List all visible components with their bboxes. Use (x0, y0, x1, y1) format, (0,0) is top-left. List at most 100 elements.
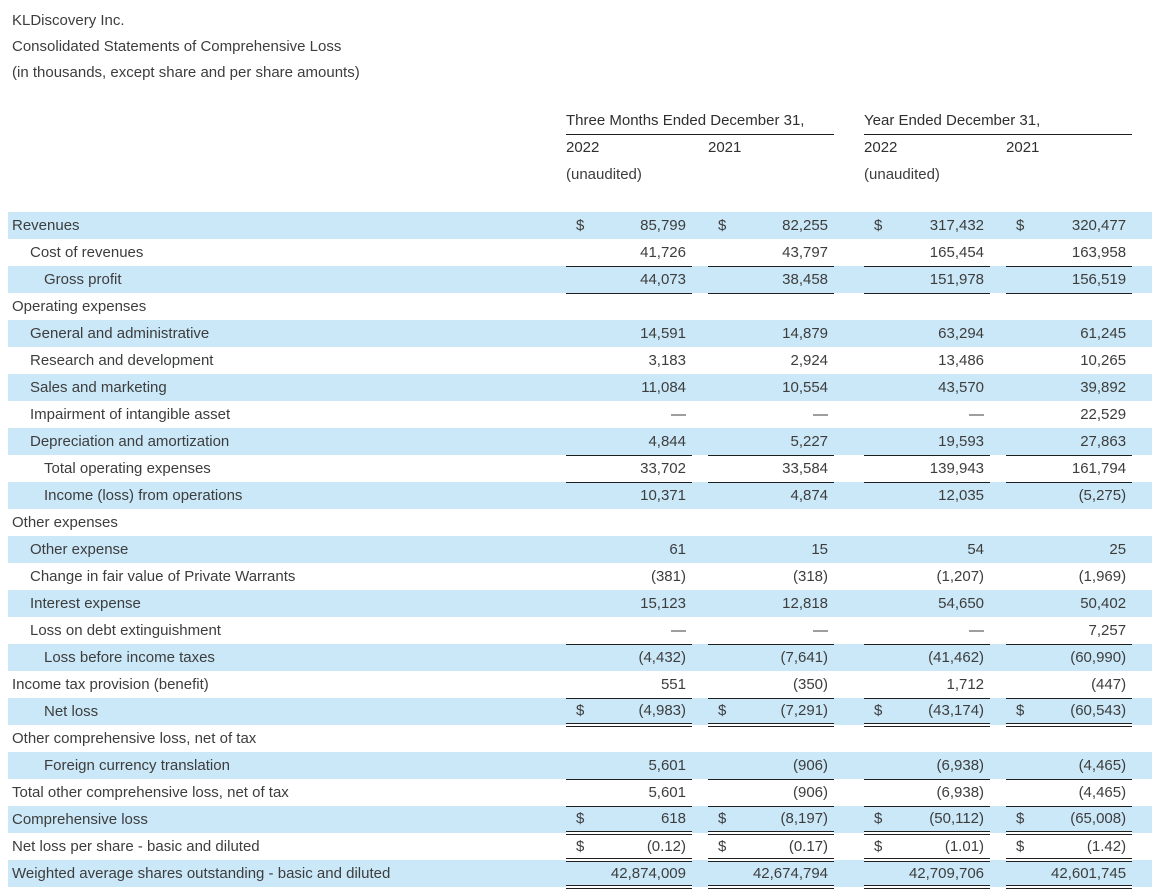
value-cell: 61 (669, 541, 686, 558)
end-pad (1132, 617, 1152, 644)
column-gap (834, 806, 864, 833)
value-cell: (5,275) (1078, 487, 1127, 505)
currency-symbol-cell (864, 617, 891, 645)
column-gap (834, 563, 864, 590)
column-gap (990, 698, 1006, 725)
column-gap (990, 644, 1006, 671)
currency-symbol-cell (1006, 509, 1032, 536)
value-cell: 4,844 (592, 428, 692, 456)
currency-symbol-cell (864, 536, 890, 563)
row-label: Other expenses (12, 514, 118, 531)
currency-symbol-cell: $ (566, 833, 592, 862)
value-cell: (0.17) (734, 833, 835, 862)
currency-symbol-cell (1006, 671, 1033, 699)
currency-symbol-cell (708, 347, 734, 374)
currency-symbol-cell (1006, 644, 1032, 671)
value-cell: (906) (734, 752, 835, 780)
table-row: Depreciation and amortization 4,844 5,227 1… (8, 428, 1153, 456)
currency-symbol-cell (1006, 266, 1033, 294)
column-gap (990, 779, 1006, 806)
value-cell: 63,294 (938, 325, 985, 342)
column-gap (692, 266, 708, 293)
column-gap (834, 320, 864, 347)
value-cell: (65,008) (1032, 806, 1133, 835)
currency-symbol-cell (708, 860, 734, 889)
currency-symbol-cell (864, 509, 890, 536)
currency-symbol-cell (708, 563, 734, 590)
column-gap (692, 428, 708, 455)
currency-symbol-cell (708, 509, 734, 536)
end-pad (1132, 401, 1152, 428)
end-pad (1132, 455, 1152, 482)
currency-symbol-cell (1006, 428, 1033, 456)
value-cell: 22,529 (1080, 406, 1127, 423)
value-cell: 42,674,794 (734, 860, 835, 889)
currency-symbol-cell (864, 725, 890, 752)
column-gap (834, 833, 864, 860)
row-label: Weighted average shares outstanding - ba… (12, 865, 391, 882)
end-pad (1132, 320, 1152, 347)
currency-symbol-cell (708, 266, 734, 294)
year-header: 2021 (1006, 139, 1040, 157)
column-gap (692, 806, 708, 833)
column-gap (834, 509, 864, 536)
currency-symbol-cell: $ (874, 217, 883, 234)
currency-symbol-cell (1006, 455, 1033, 483)
table-row: Interest expense 15,123 12,818 54,650 50,402 (8, 590, 1153, 617)
column-gap (990, 617, 1006, 644)
table-row: Loss on debt extinguishment — — — 7,257 (8, 617, 1152, 645)
value-cell: (906) (734, 779, 835, 807)
value-cell: 27,863 (1032, 428, 1133, 456)
currency-symbol-cell (708, 401, 734, 428)
column-gap (990, 752, 1006, 779)
value-cell (734, 293, 834, 320)
column-gap (692, 212, 708, 239)
currency-symbol-cell (864, 482, 890, 509)
currency-symbol-cell (864, 671, 891, 699)
table-row: Operating expenses (8, 293, 1152, 320)
value-cell: 42,874,009 (592, 860, 692, 889)
value-cell: (6,938) (890, 752, 991, 780)
column-gap (692, 320, 708, 347)
currency-symbol-cell (566, 644, 592, 671)
table-row: Cost of revenues 41,726 43,797 165,454 163,9… (8, 239, 1152, 267)
end-pad (1132, 482, 1152, 509)
column-gap (990, 455, 1006, 482)
currency-symbol-cell (566, 752, 592, 780)
column-gap (834, 536, 864, 563)
row-label: Interest expense (30, 595, 141, 612)
value-cell: (0.12) (592, 833, 692, 862)
currency-symbol-cell (708, 536, 734, 563)
value-cell (592, 509, 692, 536)
value-cell: (381) (650, 568, 686, 585)
column-gap (834, 212, 864, 239)
end-pad (1132, 671, 1152, 698)
currency-symbol-cell (708, 428, 734, 456)
column-gap (834, 482, 864, 509)
unaudited-note (1006, 161, 1132, 188)
end-pad (1132, 698, 1152, 725)
row-label: Other comprehensive loss, net of tax (12, 730, 257, 747)
end-pad (1132, 536, 1152, 563)
value-cell: — (592, 617, 692, 645)
value-cell: 13,486 (938, 352, 985, 369)
column-gap (834, 779, 864, 806)
end-pad (1132, 590, 1152, 617)
currency-symbol-cell (864, 374, 890, 401)
value-cell: 320,477 (1071, 217, 1127, 234)
row-label: Sales and marketing (30, 379, 167, 396)
row-label: Total operating expenses (44, 460, 211, 477)
value-cell: 50,402 (1080, 595, 1127, 612)
value-cell (1032, 293, 1132, 320)
end-pad (1132, 239, 1152, 266)
table-row: Total other comprehensive loss, net of t… (8, 779, 1152, 807)
value-cell: 7,257 (1032, 617, 1133, 645)
currency-symbol-cell (864, 779, 891, 807)
column-gap (990, 563, 1006, 590)
table-row: Foreign currency translation 5,601 (906) (6… (8, 752, 1153, 780)
column-gap (834, 860, 864, 887)
value-cell: 14,879 (782, 325, 829, 342)
column-gap (834, 590, 864, 617)
column-gap (692, 509, 708, 536)
table-row: Weighted average shares outstanding - ba… (8, 860, 1153, 889)
